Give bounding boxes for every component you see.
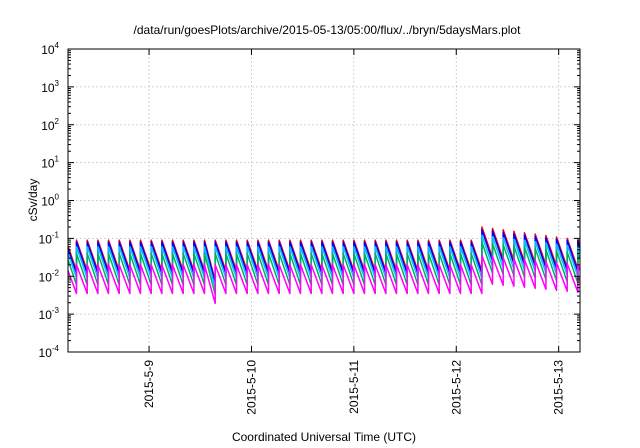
x-tick-label: 2015-5-11 [347, 360, 361, 414]
x-axis-label: Coordinated Universal Time (UTC) [232, 430, 416, 444]
y-tick-label: 104 [41, 41, 59, 57]
y-axis: 10-4 10-3 10-2 10-1 100 101 102 103 104 [39, 41, 580, 360]
y-tick-label: 102 [41, 117, 59, 133]
series-line-2 [67, 228, 581, 284]
y-tick-label: 10-2 [39, 268, 60, 284]
x-tick-label: 2015-5-9 [142, 360, 156, 408]
x-tick-label: 2015-5-10 [244, 360, 258, 415]
y-tick-label: 100 [41, 193, 59, 209]
plot-area [67, 226, 581, 305]
y-tick-label: 10-3 [39, 306, 60, 322]
y-tick-label: 10-1 [39, 230, 60, 246]
y-tick-label: 103 [41, 79, 59, 95]
series-line-3 [67, 234, 581, 289]
series-line-4 [67, 241, 581, 296]
y-tick-label: 101 [41, 155, 59, 171]
x-axis: 2015-5-9 2015-5-10 2015-5-11 2015-5-12 2015-… [142, 49, 566, 415]
y-tick-label: 10-4 [39, 344, 60, 360]
grid [68, 49, 580, 352]
y-axis-label: cSv/day [26, 179, 40, 222]
x-tick-label: 2015-5-13 [552, 360, 566, 415]
chart-title: /data/run/goesPlots/archive/2015-05-13/0… [134, 23, 522, 37]
series-line-5 [67, 254, 581, 305]
x-tick-label: 2015-5-12 [449, 360, 463, 415]
